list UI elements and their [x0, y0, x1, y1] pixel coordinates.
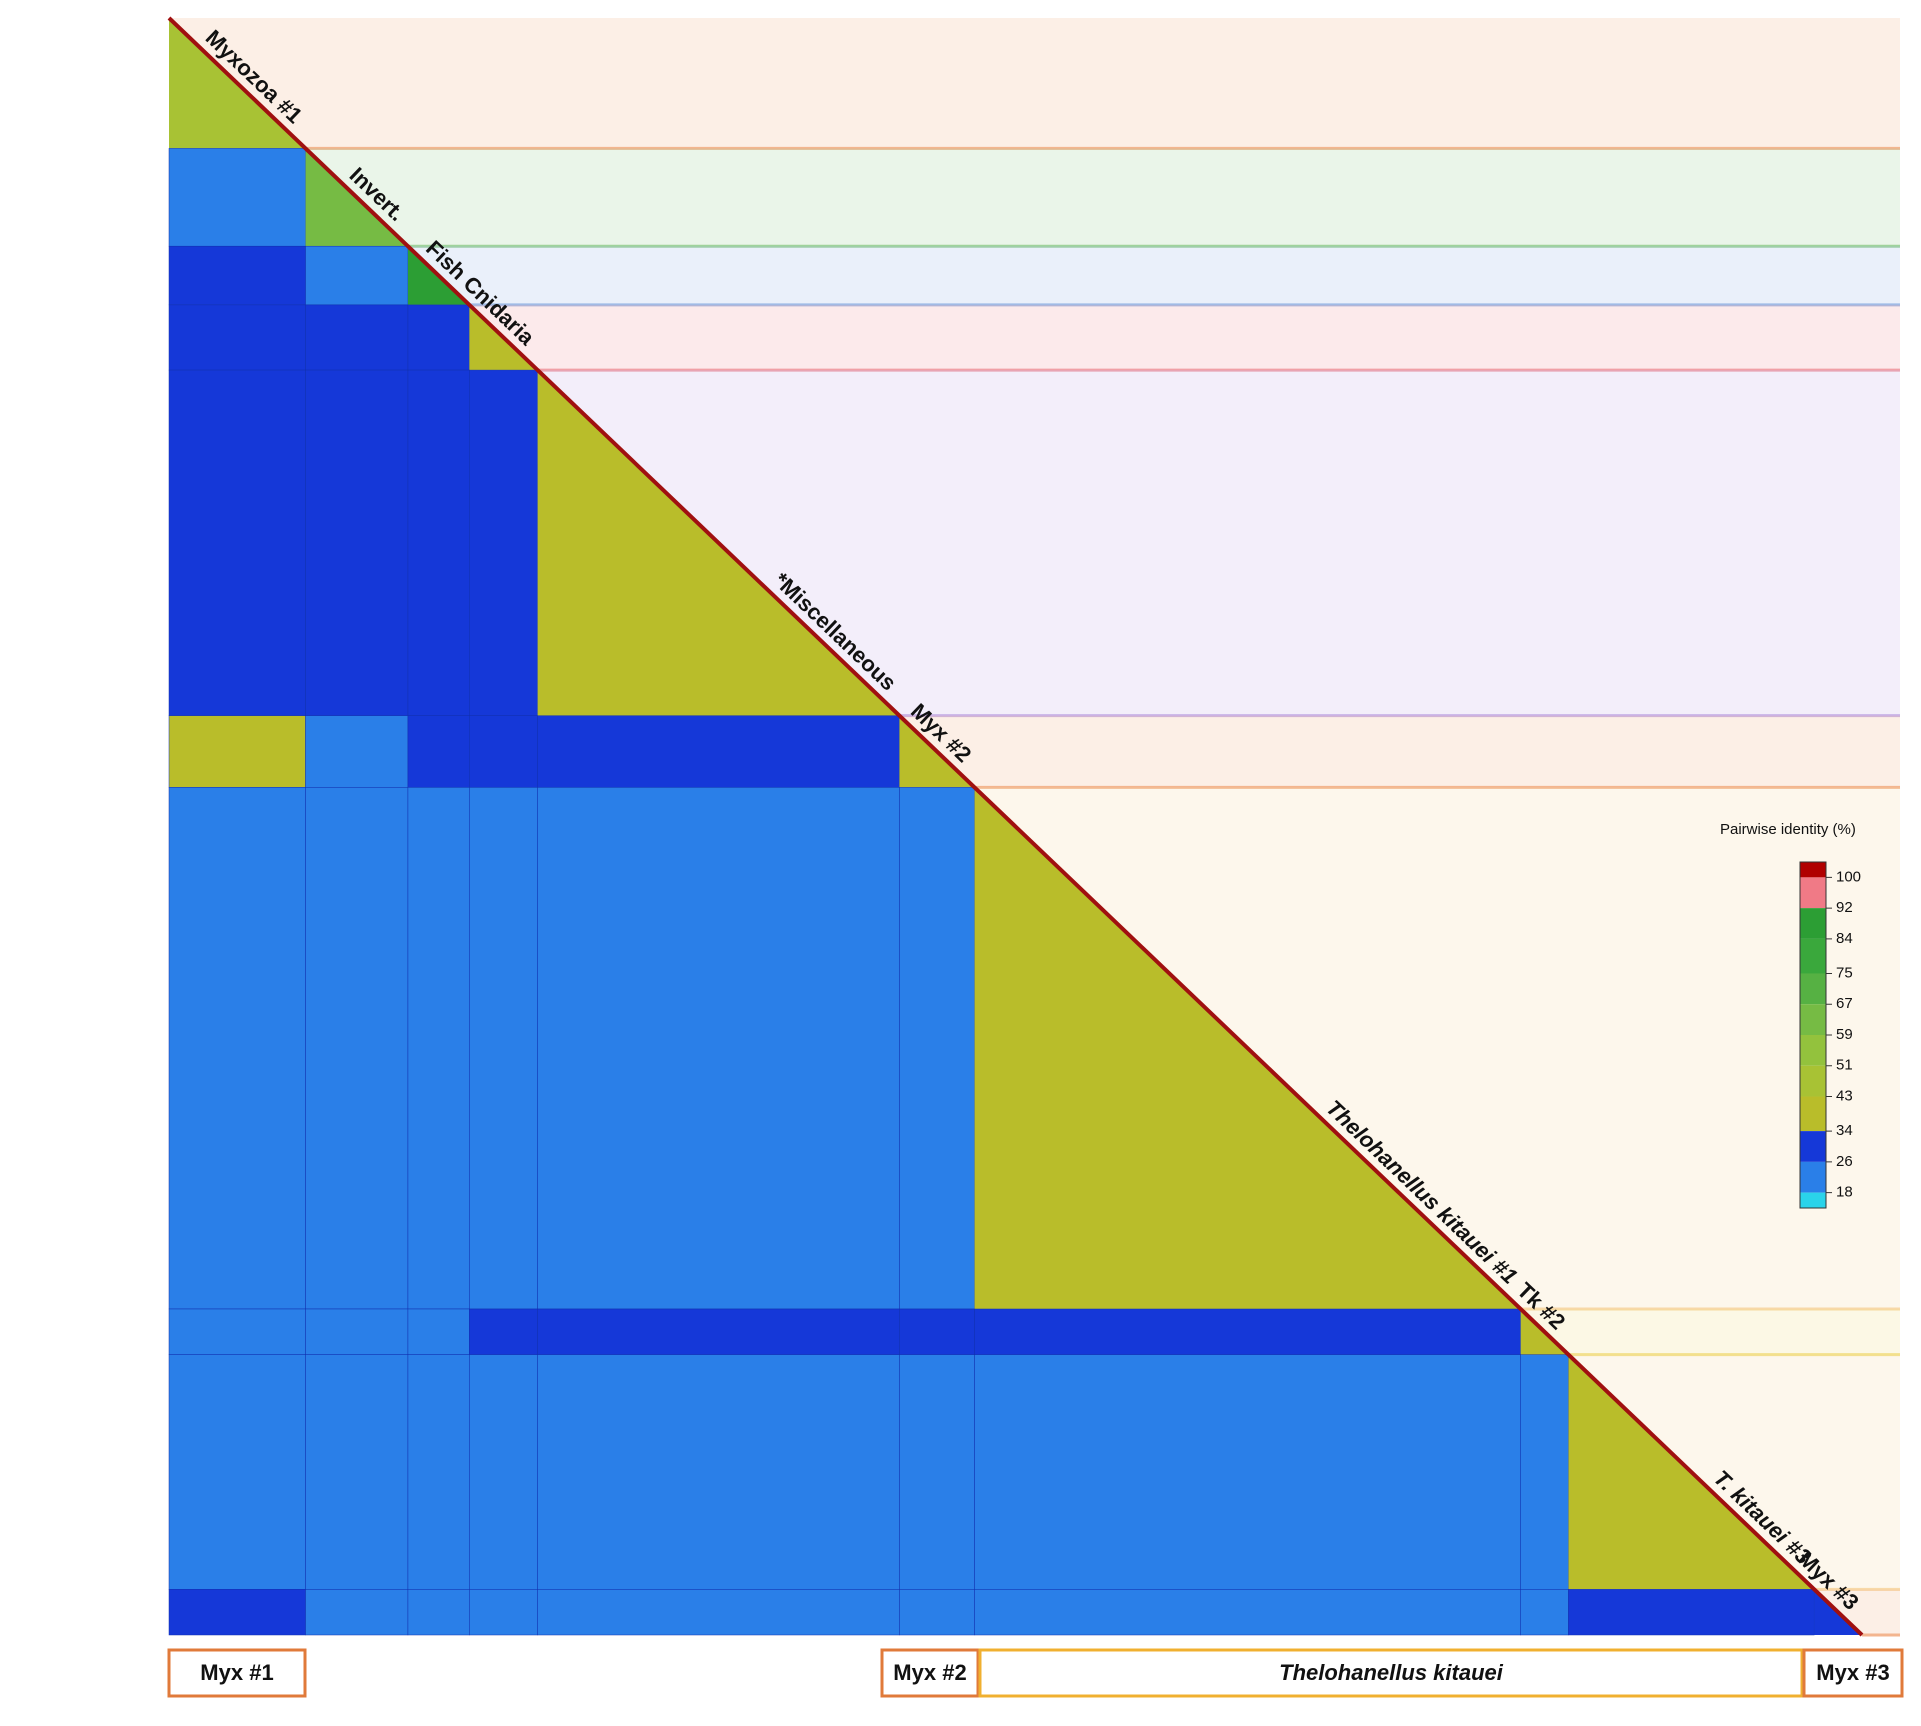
heat-block [168, 787, 306, 1310]
bracket-box [1802, 1648, 1904, 1698]
bracket-box [880, 1648, 980, 1698]
bracket-label: Myx #3 [1816, 1660, 1889, 1685]
heat-block [899, 1308, 975, 1355]
heat-block [537, 1589, 900, 1636]
heat-block [1520, 1354, 1569, 1590]
heat-block [305, 369, 409, 716]
heat-block [974, 1308, 1521, 1355]
colorbar-tick-label: 67 [1836, 995, 1853, 1012]
heat-block [305, 787, 409, 1310]
colorbar-segment [1800, 938, 1826, 974]
heat-block [469, 1308, 538, 1355]
colorbar-tick-label: 92 [1836, 899, 1853, 916]
heat-block [305, 245, 409, 306]
heat-block [305, 715, 409, 788]
colorbar-tick-label: 18 [1836, 1184, 1853, 1201]
heat-block [537, 1308, 900, 1355]
bracket-box [978, 1648, 1804, 1698]
heat-block [469, 369, 538, 716]
colorbar-segment [1800, 862, 1826, 878]
colorbar-segment [1800, 908, 1826, 939]
group-band [169, 18, 1900, 149]
heat-block [305, 304, 409, 371]
colorbar-tick-label: 75 [1836, 964, 1853, 981]
heat-block [168, 148, 306, 247]
heat-block [407, 369, 470, 716]
group-band [1520, 1308, 1900, 1355]
heat-block [305, 1354, 409, 1590]
bracket-label: Myx #1 [200, 1660, 273, 1685]
colorbar-segment [1800, 973, 1826, 1005]
heat-block [168, 1308, 306, 1355]
heat-block [305, 1308, 409, 1355]
heat-block [407, 304, 470, 371]
heat-block [469, 715, 538, 788]
heat-block [899, 1589, 975, 1636]
heat-block [168, 369, 306, 716]
diagonal [167, 16, 1864, 1637]
heat-block [899, 1354, 975, 1590]
heat-block [469, 1589, 538, 1636]
heat-block [168, 1354, 306, 1590]
colorbar-segment [1800, 1035, 1826, 1066]
heat-block [537, 715, 900, 788]
group-band [899, 715, 1900, 788]
bands [169, 18, 1901, 1637]
colorbar-segment [1800, 1192, 1826, 1208]
colorbar-tick-label: 43 [1836, 1087, 1853, 1104]
group-band [407, 246, 1901, 305]
heat-block [407, 787, 470, 1310]
heat-block [407, 715, 470, 788]
bracket-label: Myx #2 [893, 1660, 966, 1685]
colorbar-tick-label: 59 [1836, 1026, 1853, 1043]
colorbar-tick-label: 51 [1836, 1057, 1853, 1074]
bracket-box [167, 1648, 307, 1698]
heat-block [469, 787, 538, 1310]
heat-block [407, 1308, 470, 1355]
heat-block [305, 1589, 409, 1636]
heat-block [537, 787, 900, 1310]
heat-block [537, 1354, 900, 1590]
colorbar-tick-label: 84 [1836, 930, 1853, 947]
heat-block [974, 1354, 1521, 1590]
heat-block [974, 1589, 1521, 1636]
heat-block [407, 1589, 470, 1636]
colorbar-segment [1800, 1131, 1826, 1162]
heat-block [1568, 1589, 1815, 1636]
group-band [469, 304, 1900, 371]
colorbar-tick-label: 100 [1836, 868, 1861, 885]
heat-block [168, 245, 306, 306]
brackets: Myx #1 Myx #2 Thelohanellus kitauei Myx #3 [167, 1648, 1904, 1698]
colorbar-segment [1800, 877, 1826, 909]
colorbar-tick-label: 26 [1836, 1153, 1853, 1170]
colorbar-segment [1800, 1004, 1826, 1035]
heat-block [168, 304, 306, 371]
colorbar-segment [1800, 1096, 1826, 1132]
heat-block [899, 787, 975, 1310]
colorbar-segment [1800, 1065, 1826, 1097]
colorbar: Pairwise identity (%) 100 92 84 75 67 59 51 43 3… [1720, 821, 1861, 1209]
heat-block [407, 1354, 470, 1590]
group-band [305, 148, 1901, 247]
bracket-label: Thelohanellus kitauei [1279, 1660, 1504, 1685]
heatmap [168, 18, 1862, 1636]
heat-block [168, 715, 306, 788]
colorbar-segment [1800, 1161, 1826, 1193]
colorbar-tick-label: 34 [1836, 1122, 1853, 1139]
heat-block [469, 1354, 538, 1590]
heat-block [168, 1589, 306, 1636]
heat-block [1520, 1589, 1569, 1636]
colorbar-title: Pairwise identity (%) [1720, 821, 1856, 838]
